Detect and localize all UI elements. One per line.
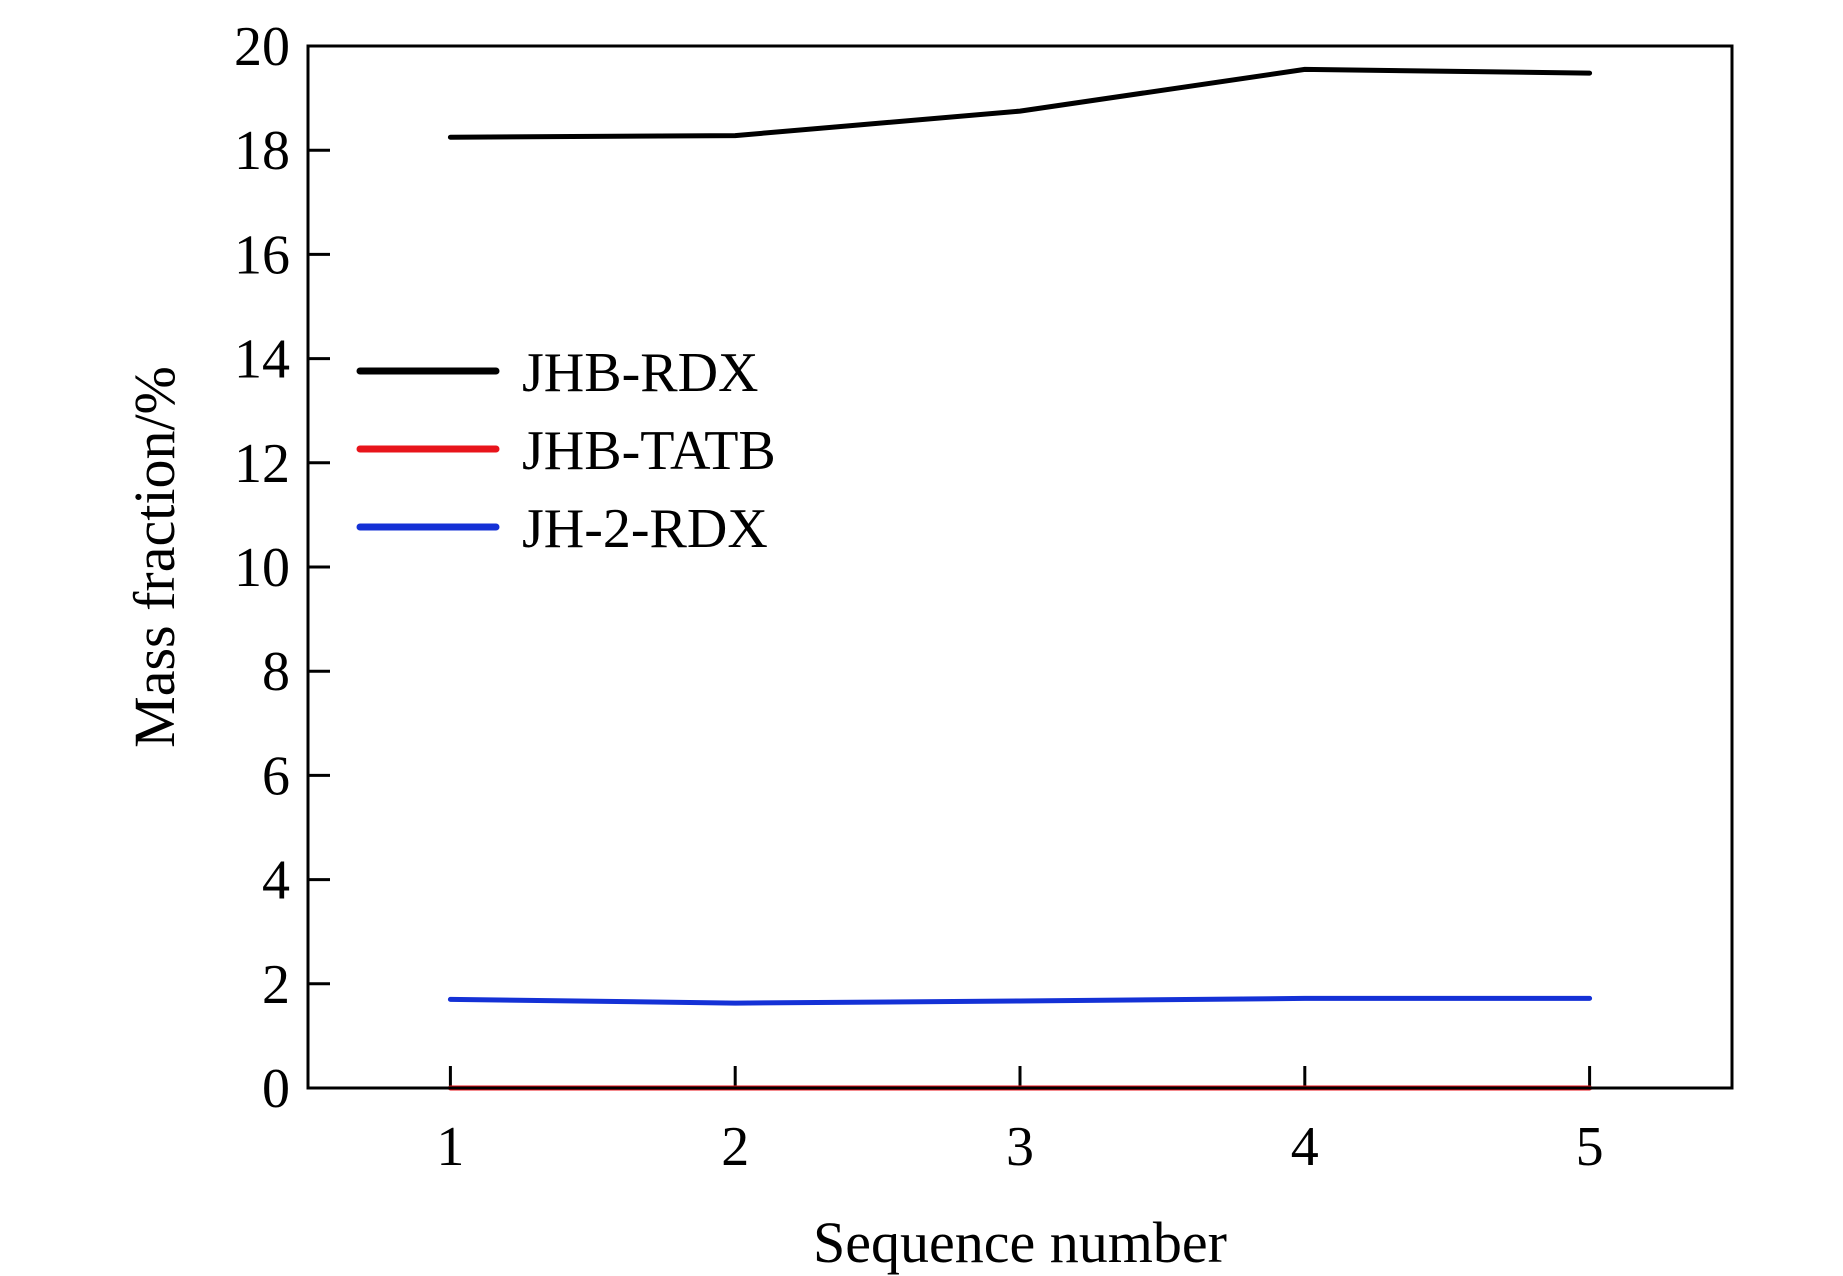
legend: JHB-RDX JHB-TATB JH-2-RDX — [356, 342, 776, 560]
y-tick-label: 8 — [262, 641, 290, 703]
y-tick-label: 14 — [234, 329, 290, 391]
y-tick-label: 16 — [234, 224, 290, 286]
x-tick-label: 3 — [1006, 1116, 1034, 1178]
series-line-jhb-rdx — [447, 66, 1593, 140]
legend-label: JHB-RDX — [522, 342, 758, 404]
y-tick-label: 6 — [262, 745, 290, 807]
y-tick-label: 0 — [262, 1058, 290, 1120]
series-line-jh-2-rdx — [447, 995, 1593, 1006]
x-tick-label: 5 — [1576, 1116, 1604, 1178]
y-axis-title: Mass fraction/% — [122, 366, 187, 748]
x-tick-label: 2 — [721, 1116, 749, 1178]
legend-label: JHB-TATB — [522, 420, 776, 482]
y-tick-label: 4 — [262, 850, 290, 912]
y-tick-label: 20 — [234, 16, 290, 78]
plot-frame — [306, 44, 1734, 1090]
y-tick-label: 18 — [234, 120, 290, 182]
x-tick-label: 1 — [436, 1116, 464, 1178]
y-tick-label: 2 — [262, 954, 290, 1016]
y-tick-label: 10 — [234, 537, 290, 599]
series-lines — [447, 66, 1593, 1091]
legend-label: JH-2-RDX — [522, 498, 768, 560]
x-tick-label: 4 — [1291, 1116, 1319, 1178]
y-tick-label: 12 — [234, 433, 290, 495]
x-axis-title: Sequence number — [813, 1210, 1227, 1275]
